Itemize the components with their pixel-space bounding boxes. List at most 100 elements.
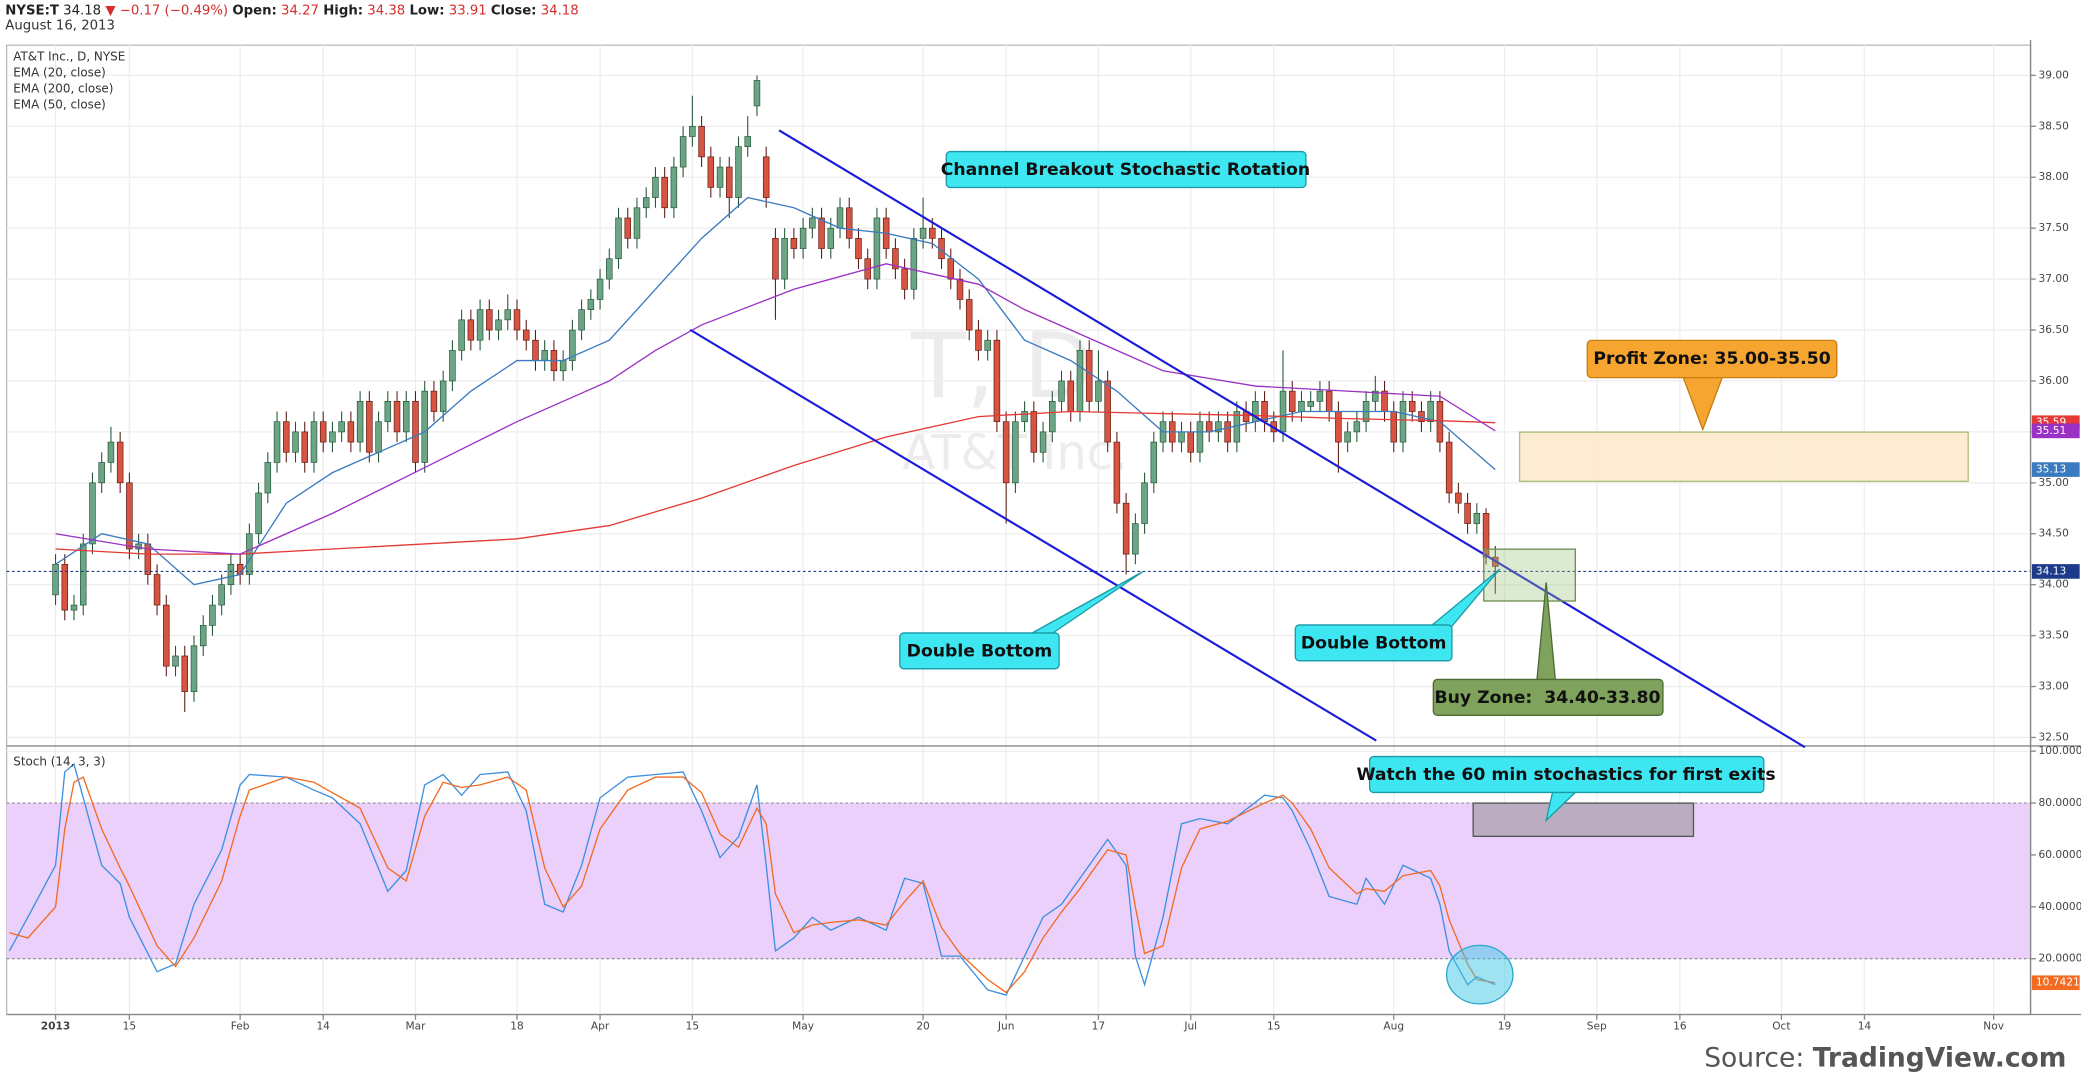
candle-body — [1215, 421, 1222, 433]
callout-box — [945, 150, 1307, 189]
candle-body — [661, 176, 668, 209]
value-label-box — [2031, 423, 2080, 439]
candle-body — [347, 421, 355, 443]
y-tick-label: 36.50 — [2039, 323, 2070, 336]
candle-body — [1002, 421, 1010, 484]
value-label-box — [2031, 462, 2080, 477]
candle-body — [495, 319, 502, 331]
x-tick-label: 14 — [316, 1019, 330, 1032]
candle-body — [1482, 513, 1490, 558]
value-label: 35.51 — [2036, 424, 2066, 437]
value-label: 35.13 — [2036, 463, 2066, 476]
candle-body — [522, 329, 530, 341]
low-label: Low: — [409, 4, 444, 19]
x-tick-label: Oct — [1772, 1019, 1790, 1032]
candle-body — [181, 655, 189, 692]
callout-text: Buy Zone: 34.40-33.80 — [1434, 688, 1660, 708]
candle-body — [375, 421, 382, 453]
y-tick-label: 38.00 — [2039, 170, 2070, 183]
candle-body — [1408, 400, 1416, 412]
candle-body — [1058, 380, 1065, 402]
candle-body — [1187, 431, 1194, 453]
candle-body — [532, 339, 539, 361]
callout-text: Profit Zone: 35.00-35.50 — [1593, 349, 1830, 369]
x-tick-label: Mar — [405, 1019, 426, 1032]
x-tick-label: 19 — [1498, 1019, 1512, 1032]
x-tick-label: 2013 — [41, 1019, 71, 1032]
x-tick-label: 15 — [1267, 1019, 1281, 1032]
candle-body — [633, 207, 641, 239]
candle-body — [98, 462, 105, 484]
y-tick-label: 33.00 — [2039, 680, 2070, 693]
candle-body — [310, 421, 318, 463]
y-tick-label: 40.0000 — [2039, 900, 2081, 913]
y-tick-label: 80.0000 — [2039, 796, 2081, 809]
candle-body — [329, 431, 336, 443]
candle-body — [1298, 400, 1305, 412]
y-tick-label: 38.50 — [2039, 119, 2070, 132]
candle-body — [89, 482, 96, 545]
candle-body — [726, 166, 733, 198]
candle-body — [984, 339, 991, 351]
x-tick-label: May — [792, 1019, 814, 1032]
candle-body — [486, 309, 493, 331]
candle-body — [301, 431, 308, 463]
candle-body — [236, 563, 244, 575]
candle-body — [716, 166, 724, 188]
series-line — [9, 776, 1496, 994]
candle-body — [504, 309, 512, 321]
candle-body — [255, 492, 262, 535]
candle-body — [467, 319, 475, 341]
symbol: NYSE:T — [5, 4, 59, 19]
series-line — [8, 762, 1496, 996]
legend-entry: EMA (50, close) — [13, 98, 106, 112]
series-line — [55, 196, 1496, 586]
candle-body — [1279, 390, 1287, 433]
candle-body — [615, 217, 622, 260]
candle-body — [596, 278, 604, 300]
high: 34.38 — [367, 4, 405, 19]
value-label-box — [2031, 564, 2080, 579]
candle-body — [1427, 400, 1434, 423]
candle-body — [513, 309, 521, 331]
x-tick-label: Nov — [1983, 1019, 2004, 1032]
candle-body — [116, 441, 124, 484]
callout-box — [1432, 678, 1664, 717]
candle-body — [910, 238, 918, 290]
candle-body — [458, 319, 465, 351]
x-tick-label: 17 — [1092, 1019, 1106, 1032]
high-label: High: — [323, 4, 363, 19]
candle-body — [319, 421, 327, 443]
candle-body — [1335, 411, 1342, 443]
callout-box — [899, 632, 1060, 670]
candle-body — [1021, 411, 1028, 423]
candle-body — [781, 238, 788, 280]
candle-body — [199, 625, 207, 647]
source-site: TradingView.com — [1813, 1042, 2067, 1073]
candle-body — [1012, 421, 1019, 484]
open-label: Open: — [232, 4, 276, 19]
candle-body — [1399, 400, 1407, 443]
candle-body — [384, 400, 392, 423]
x-tick-label: 15 — [123, 1019, 137, 1032]
candle-body — [1122, 502, 1130, 555]
candle-body — [1113, 441, 1121, 504]
candle-body — [1325, 390, 1333, 412]
y-tick-label: 35.00 — [2039, 476, 2070, 489]
candle-body — [698, 125, 705, 158]
candle-body — [679, 136, 687, 168]
candle-body — [762, 156, 770, 198]
channel-upper — [778, 129, 1806, 749]
profit-zone-box — [1518, 431, 1969, 482]
candle-body — [818, 217, 825, 249]
watermark-symbol: T, D — [910, 314, 1093, 419]
candle-body — [707, 156, 715, 188]
x-tick-label: 16 — [1673, 1019, 1687, 1032]
candle-body — [1150, 441, 1158, 484]
candle-body — [578, 309, 585, 331]
x-tick-label: Jul — [1183, 1019, 1197, 1032]
x-tick-label: Feb — [231, 1019, 250, 1032]
candle-body — [1455, 492, 1462, 504]
callout-text: Double Bottom — [907, 642, 1053, 662]
